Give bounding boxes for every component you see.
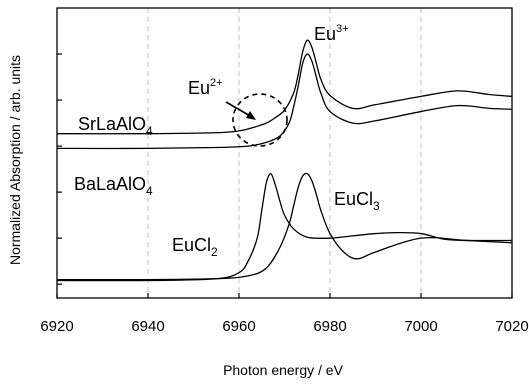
series-label-eucl2: EuCl2	[172, 235, 218, 259]
x-tick-label: 6920	[40, 318, 73, 335]
x-tick-label: 6980	[313, 318, 346, 335]
x-axis-title: Photon energy / eV	[223, 362, 344, 378]
x-tick-label: 7000	[404, 318, 437, 335]
y-axis-ticks	[57, 53, 62, 285]
series-lines	[56, 39, 513, 282]
x-tick-label: 6940	[131, 318, 164, 335]
series-line-balaalo4	[56, 53, 513, 150]
eu2plus-dashed-circle	[232, 93, 288, 147]
series-line-eucl2	[56, 173, 513, 282]
x-tick-label: 6960	[222, 318, 255, 335]
series-label-srlaalo4: SrLaAlO4	[78, 114, 153, 138]
x-axis-ticks: 6920 6940 6960 6980 7000 7020	[40, 293, 529, 335]
series-label-balaalo4: BaLaAlO4	[74, 174, 153, 198]
grid-lines	[147, 8, 422, 298]
series-line-srlaalo4	[56, 39, 513, 135]
annotation-eu2plus: Eu2+	[188, 77, 223, 98]
plot-frame	[56, 7, 513, 299]
series-label-eucl3: EuCl3	[334, 189, 380, 213]
x-tick-label: 7020	[495, 318, 528, 335]
eu2plus-arrow	[225, 101, 256, 120]
y-axis-title: Normalized Absorption / arb. units	[7, 55, 23, 265]
annotation-eu3plus: Eu3+	[314, 23, 349, 44]
series-line-eucl3	[56, 172, 513, 281]
